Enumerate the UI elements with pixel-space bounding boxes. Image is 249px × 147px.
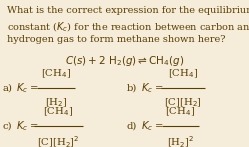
Text: [CH$_4$]: [CH$_4$]: [168, 67, 198, 80]
Text: $K_c$ =: $K_c$ =: [141, 81, 164, 95]
Text: c): c): [2, 122, 12, 131]
Text: [CH$_4$]: [CH$_4$]: [43, 106, 74, 118]
Text: [CH$_4$]: [CH$_4$]: [41, 67, 71, 80]
Text: $K_c$ =: $K_c$ =: [16, 81, 39, 95]
Text: [H$_2$]$^2$: [H$_2$]$^2$: [167, 135, 194, 147]
Text: $K_c$ =: $K_c$ =: [141, 120, 164, 133]
Text: constant ($K_c$) for the reaction between carbon and: constant ($K_c$) for the reaction betwee…: [7, 21, 249, 34]
Text: [C][H$_2$]$^2$: [C][H$_2$]$^2$: [37, 135, 80, 147]
Text: $K_c$ =: $K_c$ =: [16, 120, 39, 133]
Text: $C(s) + 2\ \mathrm{H_2}(g) \rightleftharpoons \mathrm{CH_4}(g)$: $C(s) + 2\ \mathrm{H_2}(g) \rightlefthar…: [65, 54, 184, 68]
Text: [CH$_4$]: [CH$_4$]: [165, 106, 196, 118]
Text: d): d): [127, 122, 137, 131]
Text: [H$_2$]: [H$_2$]: [45, 96, 67, 109]
Text: [C][H$_2$]: [C][H$_2$]: [164, 96, 202, 109]
Text: b): b): [127, 84, 137, 93]
Text: What is the correct expression for the equilibrium: What is the correct expression for the e…: [7, 6, 249, 15]
Text: a): a): [2, 84, 12, 93]
Text: hydrogen gas to form methane shown here?: hydrogen gas to form methane shown here?: [7, 35, 226, 44]
